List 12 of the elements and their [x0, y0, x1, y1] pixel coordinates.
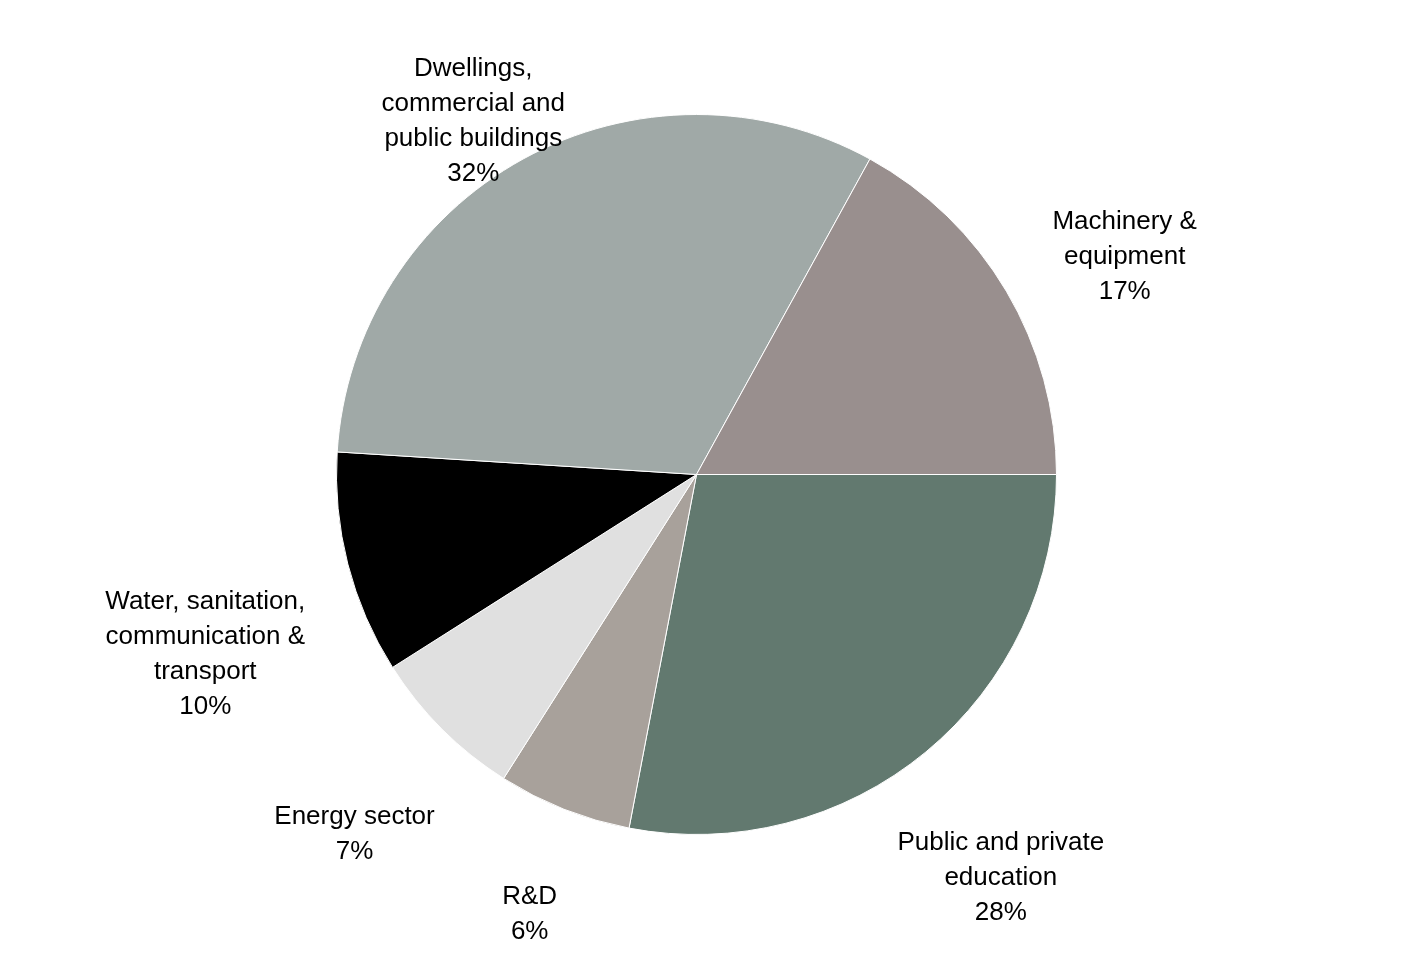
slice-label: R&D [502, 879, 558, 910]
slice-label: Public and private education [897, 826, 1105, 892]
data-label: 32% [447, 157, 500, 188]
data-label: 10% [179, 689, 232, 720]
data-label: 17% [1098, 275, 1151, 306]
data-label: 28% [974, 896, 1027, 927]
slice-label: Water, sanitation, communication & transport [105, 584, 306, 685]
slice-label: Energy sector [274, 800, 436, 831]
slice-label: Dwellings, commercial and public buildings [381, 52, 566, 153]
data-label: 6% [510, 914, 549, 945]
slice-label: Machinery & equipment [1052, 205, 1197, 271]
data-label: 7% [335, 835, 374, 866]
